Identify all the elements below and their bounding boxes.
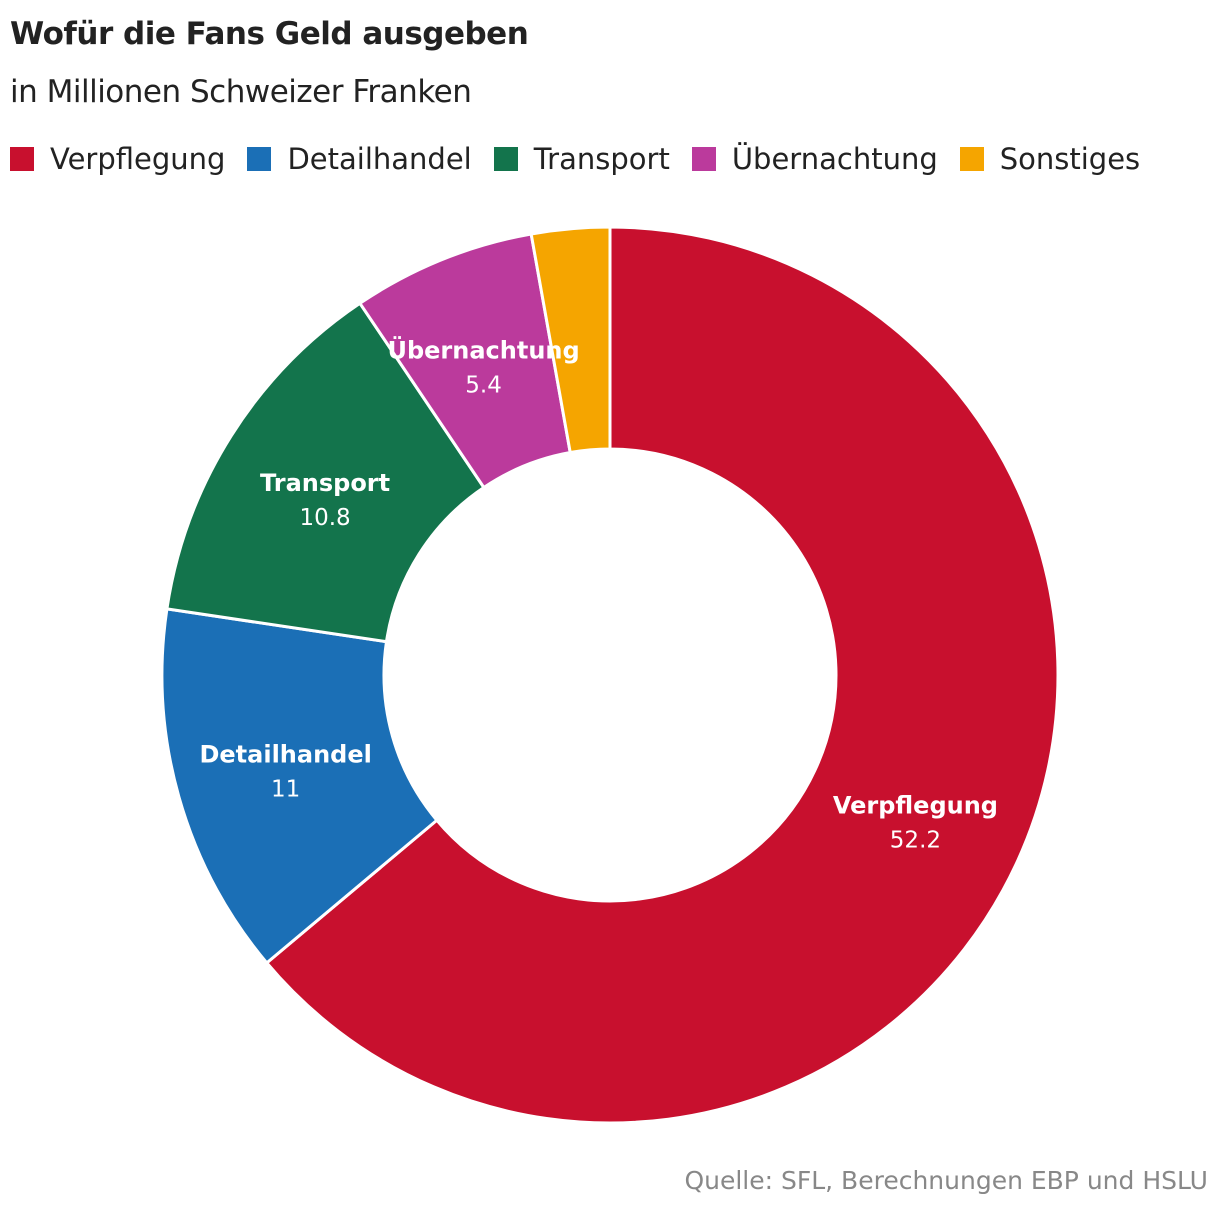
legend-label: Sonstiges — [999, 142, 1141, 176]
source-note: Quelle: SFL, Berechnungen EBP und HSLU — [684, 1166, 1208, 1195]
slice-label: Transport — [260, 469, 390, 497]
slice-label: Verpflegung — [833, 791, 998, 819]
slice-label: Übernachtung — [387, 335, 579, 365]
chart-title: Wofür die Fans Geld ausgeben — [10, 16, 529, 52]
slice-transport — [165, 301, 486, 644]
slice-value: 10.8 — [299, 505, 350, 531]
slice-value: 11 — [271, 776, 300, 802]
slice-sonstiges — [529, 225, 612, 455]
slice-value: 52.2 — [890, 827, 941, 853]
slice-label: Detailhandel — [199, 740, 371, 768]
legend-item-transport: Transport — [493, 142, 670, 176]
slice-value: 5.4 — [465, 373, 502, 399]
legend-label: Detailhandel — [287, 142, 472, 176]
legend-label: Übernachtung — [731, 142, 938, 176]
legend-item-detailhandel: Detailhandel — [247, 142, 472, 176]
legend-label: Verpflegung — [50, 142, 226, 176]
legend-item-uebernachtung: Übernachtung — [691, 142, 938, 176]
slice-verpflegung — [264, 225, 1060, 1125]
legend-item-sonstiges: Sonstiges — [959, 142, 1141, 176]
legend-swatch — [691, 147, 716, 171]
chart-subtitle: in Millionen Schweizer Franken — [10, 74, 472, 110]
slice-detailhandel — [160, 607, 439, 966]
legend-item-verpflegung: Verpflegung — [10, 142, 225, 176]
legend-swatch — [247, 147, 272, 171]
legend-swatch — [493, 147, 518, 171]
legend-swatch — [10, 147, 34, 171]
legend-label: Transport — [533, 142, 670, 176]
legend: Verpflegung Detailhandel Transport Übern… — [10, 142, 1162, 176]
legend-swatch — [959, 147, 984, 171]
